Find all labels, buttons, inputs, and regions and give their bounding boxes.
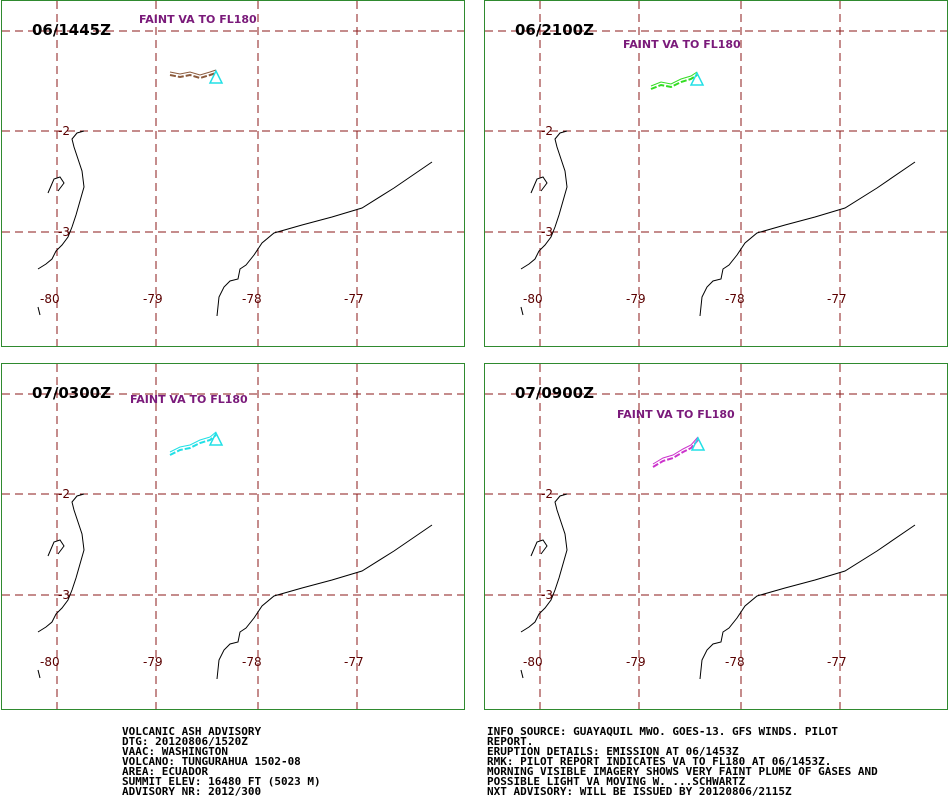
panel-time: 07/0900Z	[515, 384, 594, 402]
lat-label: -2	[58, 487, 70, 501]
advisory-line: REPORT.	[487, 735, 534, 748]
volcano-vent-icon	[690, 436, 706, 451]
advisory-line: DTG: 20120806/1520Z	[122, 735, 248, 748]
lon-label: -77	[344, 292, 364, 306]
lat-label: -2	[58, 124, 70, 138]
advisory-line: ADVISORY NR: 2012/300	[122, 785, 262, 798]
coastline	[37, 130, 85, 270]
ash-plume-edge	[169, 431, 217, 453]
lat-label: -3	[58, 225, 70, 239]
lon-label: -80	[523, 292, 543, 306]
panel-time: 06/2100Z	[515, 21, 594, 39]
advisory-line: SUMMIT ELEV: 16480 FT (5023 M)	[122, 775, 321, 788]
advisory-left-text: VOLCANIC ASH ADVISORY DTG: 20120806/1520Z…	[122, 717, 321, 807]
panel-time: 06/1445Z	[32, 21, 111, 39]
lat-label: -3	[58, 588, 70, 602]
map-canvas	[485, 364, 947, 709]
map-canvas	[2, 1, 464, 346]
advisory-line: INFO SOURCE: GUAYAQUIL MWO. GOES-13. GFS…	[487, 725, 838, 738]
ash-plume-edge	[650, 71, 698, 87]
ash-plume	[650, 74, 698, 90]
advisory-line: VOLCANO: TUNGURAHUA 1502-08	[122, 755, 301, 768]
lon-label: -79	[143, 655, 163, 669]
ash-plume	[169, 434, 217, 456]
ash-plume	[652, 439, 699, 468]
coastline	[37, 493, 85, 633]
coastline-fragment	[520, 306, 524, 316]
coastline-inlet	[47, 539, 65, 557]
coastline-fragment	[520, 669, 524, 679]
ash-plume-edge	[652, 436, 699, 465]
lon-label: -79	[626, 655, 646, 669]
coastline-fragment	[37, 306, 41, 316]
lon-label: -79	[143, 292, 163, 306]
advisory-line: RMK: PILOT REPORT INDICATES VA TO FL180 …	[487, 755, 832, 768]
advisory-line: ERUPTION DETAILS: EMISSION AT 06/1453Z	[487, 745, 739, 758]
advisory-line: MORNING VISIBLE IMAGERY SHOWS VERY FAINT…	[487, 765, 878, 778]
advisory-line: VOLCANIC ASH ADVISORY	[122, 725, 262, 738]
ash-plume	[169, 72, 217, 80]
lon-label: -79	[626, 292, 646, 306]
border-line	[699, 524, 916, 680]
lon-label: -77	[827, 292, 847, 306]
advisory-line: NXT ADVISORY: WILL BE ISSUED BY 20120806…	[487, 785, 792, 798]
plume-label: FAINT VA TO FL180	[139, 13, 257, 26]
lon-label: -80	[40, 292, 60, 306]
plume-label: FAINT VA TO FL180	[617, 408, 735, 421]
lat-label: -2	[541, 487, 553, 501]
lon-label: -80	[40, 655, 60, 669]
plume-label: FAINT VA TO FL180	[623, 38, 741, 51]
lon-label: -78	[725, 292, 745, 306]
lat-label: -2	[541, 124, 553, 138]
advisory-line: AREA: ECUADOR	[122, 765, 209, 778]
lon-label: -77	[344, 655, 364, 669]
volcano-vent-icon	[208, 69, 224, 84]
lat-label: -3	[541, 588, 553, 602]
advisory-line: POSSIBLE LIGHT VA MOVING W. ...SCHWARTZ	[487, 775, 746, 788]
map-canvas	[485, 1, 947, 346]
lon-label: -78	[725, 655, 745, 669]
plume-label: FAINT VA TO FL180	[130, 393, 248, 406]
map-panel-2: 06/2100Z FAINT VA TO FL180 -2 -3 -80 -79…	[484, 0, 948, 347]
map-canvas	[2, 364, 464, 709]
advisory-line: VAAC: WASHINGTON	[122, 745, 228, 758]
lon-label: -78	[242, 655, 262, 669]
coastline	[520, 130, 568, 270]
border-line	[216, 524, 433, 680]
ash-plume-edge	[169, 69, 217, 76]
lon-label: -78	[242, 292, 262, 306]
coastline-inlet	[530, 539, 548, 557]
volcano-vent-icon	[208, 431, 224, 446]
coastline	[520, 493, 568, 633]
volcano-vent-icon	[689, 71, 705, 86]
lon-label: -80	[523, 655, 543, 669]
coastline-fragment	[37, 669, 41, 679]
border-line	[216, 161, 433, 317]
border-line	[699, 161, 916, 317]
advisory-right-text: INFO SOURCE: GUAYAQUIL MWO. GOES-13. GFS…	[487, 717, 878, 807]
map-panel-1: 06/1445Z FAINT VA TO FL180 -2 -3 -80 -79…	[1, 0, 465, 347]
map-panel-4: 07/0900Z FAINT VA TO FL180 -2 -3 -80 -79…	[484, 363, 948, 710]
coastline-inlet	[47, 176, 65, 194]
lat-label: -3	[541, 225, 553, 239]
coastline-inlet	[530, 176, 548, 194]
lon-label: -77	[827, 655, 847, 669]
map-panel-3: 07/0300Z FAINT VA TO FL180 -2 -3 -80 -79…	[1, 363, 465, 710]
panel-time: 07/0300Z	[32, 384, 111, 402]
